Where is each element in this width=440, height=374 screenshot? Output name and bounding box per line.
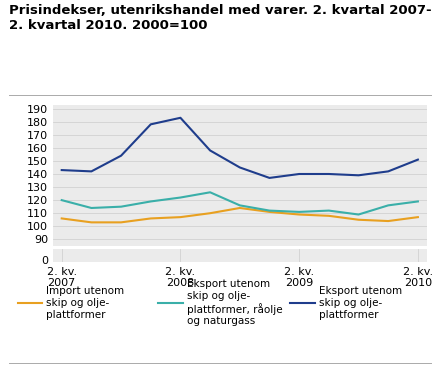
Text: Prisindekser, utenrikshandel med varer. 2. kvartal 2007-
2. kvartal 2010. 2000=1: Prisindekser, utenrikshandel med varer. …: [9, 4, 432, 32]
Text: Eksport utenom
skip og olje-
plattformer, råolje
og naturgass: Eksport utenom skip og olje- plattformer…: [187, 279, 282, 327]
Text: Eksport utenom
skip og olje-
plattformer: Eksport utenom skip og olje- plattformer: [319, 286, 402, 319]
Text: Import utenom
skip og olje-
plattformer: Import utenom skip og olje- plattformer: [46, 286, 125, 319]
